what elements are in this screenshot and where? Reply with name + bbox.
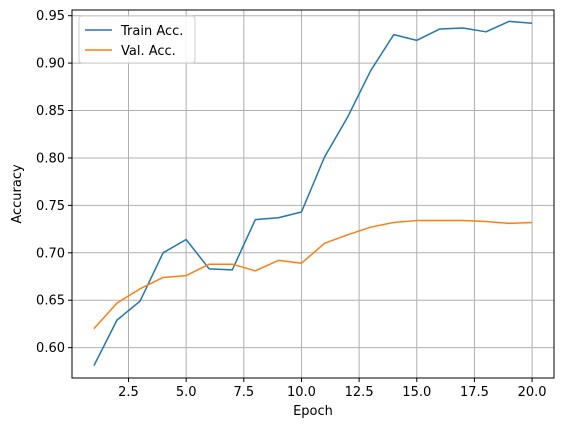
y-tick-label: 0.75	[36, 199, 65, 214]
x-tick-label: 20.0	[518, 385, 547, 400]
legend-label: Val. Acc.	[121, 44, 176, 59]
x-tick-label: 7.5	[233, 385, 254, 400]
x-tick-label: 5.0	[176, 385, 197, 400]
y-tick-label: 0.60	[36, 341, 65, 356]
axis-ticks: 2.5 5.0 7.5 10.0 12.5 15.0 17.5 20.0 0.60 0.65 0.7…	[36, 9, 547, 400]
series-line-1	[93, 219, 533, 330]
x-tick-label: 15.0	[402, 385, 431, 400]
y-tick-label: 0.95	[36, 9, 65, 24]
x-tick-label: 2.5	[118, 385, 139, 400]
plot-frame	[71, 9, 555, 379]
y-tick-label: 0.65	[36, 294, 65, 309]
legend-box	[78, 15, 196, 64]
series-lines	[93, 20, 533, 367]
y-tick-label: 0.85	[36, 104, 65, 119]
legend: Train Acc. Val. Acc.	[78, 15, 196, 64]
x-axis-label: Epoch	[293, 404, 333, 419]
series-line-0	[93, 20, 533, 367]
grid	[72, 10, 554, 378]
x-tick-label: 12.5	[345, 385, 374, 400]
y-axis-label: Accuracy	[10, 164, 25, 224]
y-tick-label: 0.80	[36, 151, 65, 166]
y-tick-label: 0.90	[36, 57, 65, 72]
x-tick-label: 10.0	[287, 385, 316, 400]
x-tick-label: 17.5	[460, 385, 489, 400]
legend-label: Train Acc.	[120, 24, 183, 39]
y-tick-label: 0.70	[36, 246, 65, 261]
